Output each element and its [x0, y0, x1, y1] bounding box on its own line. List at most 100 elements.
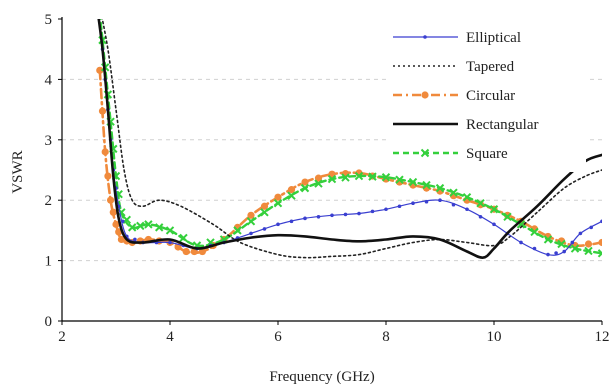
data-point-circular: [112, 220, 120, 228]
data-point-square: [476, 199, 485, 208]
data-point-elliptical: [262, 227, 267, 231]
data-point-elliptical: [168, 240, 172, 245]
data-point-square: [314, 179, 323, 188]
y-tick-label: 5: [45, 12, 53, 28]
data-point-square: [570, 244, 580, 253]
x-tick-label: 10: [487, 329, 502, 345]
data-point-circular: [101, 148, 109, 156]
series-line-rectangular: [97, 19, 602, 259]
data-point-square: [503, 212, 512, 222]
data-point-circular: [117, 235, 125, 244]
legend-background: [386, 22, 586, 172]
data-point-elliptical: [424, 199, 429, 204]
series-line-tapered: [101, 19, 602, 259]
data-point-elliptical: [249, 231, 253, 236]
series-tapered: [101, 19, 602, 259]
legend-marker-circular: [421, 91, 429, 99]
legend: Elliptical Tapered Circular Rectangular Squa…: [386, 22, 586, 172]
data-point-elliptical: [276, 222, 280, 227]
data-point-elliptical: [370, 209, 375, 214]
data-point-elliptical: [578, 231, 583, 236]
x-tick-label: 2: [58, 329, 66, 345]
data-point-elliptical: [397, 204, 402, 209]
data-point-elliptical: [316, 215, 321, 219]
series-square: [96, 9, 602, 258]
data-point-square: [584, 246, 593, 256]
data-point-circular: [247, 211, 255, 219]
data-point-square: [136, 221, 145, 231]
y-tick-label: 2: [45, 193, 53, 209]
y-axis-label: VSWR: [10, 150, 26, 193]
data-point-circular: [96, 66, 104, 74]
x-axis-label: Frequency (GHz): [269, 369, 374, 385]
legend-marker-square: [420, 148, 430, 158]
data-point-elliptical: [343, 212, 348, 217]
legend-item-rectangular: Rectangular: [393, 117, 538, 133]
data-point-elliptical: [330, 213, 334, 218]
data-point-circular: [104, 172, 112, 180]
data-point-square: [273, 199, 283, 208]
data-point-square: [144, 220, 153, 229]
data-point-elliptical: [465, 207, 469, 212]
data-point-square: [233, 226, 242, 235]
data-point-elliptical: [133, 237, 137, 242]
data-point-circular: [260, 202, 269, 210]
data-point-elliptical: [589, 225, 593, 230]
y-tick-label: 0: [45, 314, 53, 330]
data-point-square: [179, 233, 188, 243]
series-elliptical: [98, 19, 602, 257]
data-point-square: [246, 217, 256, 226]
data-point-square: [154, 223, 164, 232]
data-point-elliptical: [289, 219, 294, 224]
x-tick-label: 4: [166, 329, 174, 345]
legend-item-tapered: Tapered: [393, 59, 515, 75]
data-point-elliptical: [492, 222, 496, 227]
data-point-elliptical: [478, 215, 483, 219]
data-point-square: [368, 172, 377, 181]
data-point-circular: [314, 174, 323, 182]
data-point-square: [354, 171, 364, 181]
data-point-elliptical: [570, 240, 575, 245]
data-point-square: [408, 177, 418, 187]
data-point-square: [96, 9, 103, 16]
legend-item-circular: Circular: [393, 88, 515, 104]
data-point-square: [127, 223, 137, 232]
data-point-elliptical: [562, 249, 566, 254]
data-point-elliptical: [554, 251, 558, 255]
y-tick-label: 1: [45, 254, 53, 270]
legend-label-square: Square: [466, 146, 508, 162]
data-point-elliptical: [411, 201, 415, 206]
data-point-elliptical: [303, 216, 307, 221]
data-point-circular: [182, 247, 190, 256]
data-point-square: [489, 205, 499, 214]
data-point-square: [341, 173, 350, 182]
data-point-square: [381, 173, 391, 182]
data-point-elliptical: [120, 219, 125, 224]
legend-item-elliptical: Elliptical: [393, 30, 521, 46]
axes: [61, 17, 602, 322]
data-point-elliptical: [519, 240, 523, 245]
data-point-elliptical: [546, 252, 550, 257]
legend-label-rectangular: Rectangular: [466, 117, 538, 133]
data-point-circular: [198, 247, 206, 256]
y-tick-label: 4: [45, 72, 53, 88]
legend-label-tapered: Tapered: [466, 59, 515, 75]
data-point-circular: [107, 196, 115, 204]
data-point-circular: [109, 208, 117, 216]
data-point-square: [543, 235, 553, 244]
data-point-elliptical: [357, 211, 361, 216]
data-point-square: [557, 239, 566, 249]
legend-label-elliptical: Elliptical: [466, 30, 521, 46]
data-point-circular: [287, 186, 296, 194]
data-point-circular: [274, 193, 282, 201]
data-point-square: [260, 208, 269, 217]
data-point-elliptical: [384, 207, 388, 212]
data-point-elliptical: [438, 198, 442, 202]
y-tick-label: 3: [45, 133, 53, 149]
data-point-square: [287, 191, 296, 200]
data-point-circular: [598, 238, 602, 247]
data-point-square: [122, 215, 132, 225]
series-layer: [96, 9, 602, 259]
data-point-square: [327, 174, 337, 184]
